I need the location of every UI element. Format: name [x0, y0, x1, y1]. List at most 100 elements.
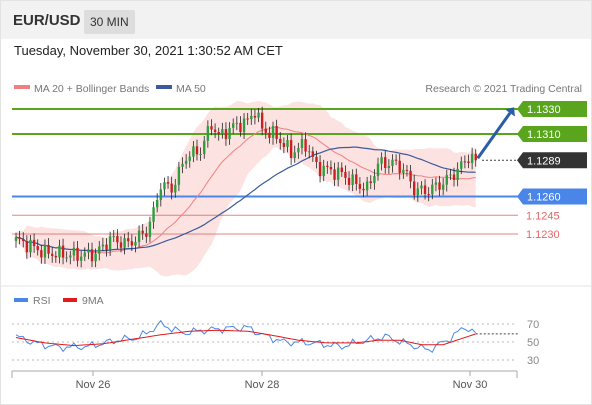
- candle-body: [123, 238, 126, 248]
- candle-body: [206, 126, 210, 141]
- x-tick-label: Nov 28: [245, 379, 280, 391]
- candle: [456, 162, 459, 187]
- level-lines-layer: [12, 108, 587, 235]
- candle: [416, 182, 420, 202]
- candle: [105, 238, 108, 257]
- candle-body: [188, 156, 191, 161]
- candle-body: [159, 189, 162, 201]
- candle: [210, 119, 213, 136]
- candle: [340, 162, 343, 177]
- candle: [405, 165, 409, 177]
- report-datetime: Tuesday, November 30, 2021 1:30:52 AM CE…: [14, 43, 283, 58]
- candle-body: [141, 230, 144, 234]
- candle: [452, 167, 456, 187]
- candle-body: [239, 122, 242, 133]
- candle-body: [423, 185, 427, 194]
- candle-body: [376, 163, 380, 177]
- candle: [271, 121, 275, 145]
- candle-body: [43, 244, 47, 258]
- candle-body: [54, 255, 58, 258]
- candle: [250, 109, 253, 125]
- candle: [108, 231, 112, 256]
- candle: [69, 250, 72, 265]
- timeframe-badge[interactable]: 30 MIN: [84, 10, 135, 34]
- candle-body: [293, 152, 296, 159]
- candle: [22, 232, 25, 248]
- level-tag: [517, 126, 587, 142]
- candle-body: [242, 118, 246, 133]
- candle: [409, 164, 412, 189]
- candle-body: [170, 183, 173, 193]
- candle-body: [163, 182, 166, 190]
- candle-body: [94, 253, 97, 262]
- candle: [420, 181, 423, 195]
- candle-body: [463, 161, 467, 163]
- candle-body: [365, 181, 369, 191]
- candle-body: [61, 245, 65, 258]
- candle: [380, 152, 383, 171]
- candle: [83, 247, 86, 262]
- candle-body: [29, 239, 32, 253]
- candle: [467, 154, 470, 169]
- candle-body: [76, 247, 79, 261]
- candle: [61, 238, 65, 265]
- level-tag: [517, 152, 587, 169]
- candle: [398, 153, 401, 180]
- candle-body: [199, 153, 202, 155]
- legend-label-ma20: MA 20 + Bollinger Bands: [34, 83, 149, 95]
- candle: [192, 141, 195, 163]
- candle: [460, 156, 463, 175]
- candle: [58, 239, 61, 264]
- candle: [148, 216, 152, 243]
- bollinger-band: [16, 100, 476, 277]
- bollinger-band-layer: [16, 100, 476, 277]
- candle-body: [134, 242, 137, 246]
- candle: [65, 251, 68, 263]
- candle: [326, 161, 329, 174]
- candle: [101, 237, 105, 251]
- level-label-1-1330: 1.1330: [517, 101, 587, 117]
- candle-body: [387, 165, 391, 169]
- candle: [394, 154, 398, 166]
- candle-body: [474, 153, 477, 161]
- candle: [355, 168, 358, 191]
- candle: [329, 160, 333, 175]
- candle: [130, 234, 134, 251]
- candle: [336, 162, 340, 187]
- candle-body: [127, 238, 130, 242]
- candle-body: [416, 188, 420, 196]
- candle-body: [83, 252, 86, 257]
- candle: [253, 109, 257, 125]
- legend-swatch-rsi-ma: [63, 298, 77, 302]
- candle-body: [155, 200, 159, 208]
- candle-body: [65, 257, 68, 259]
- candle: [145, 226, 148, 244]
- candle: [98, 240, 101, 261]
- candle: [441, 177, 445, 196]
- copyright-text: Research © 2021 Trading Central: [425, 83, 582, 95]
- candle-body: [347, 177, 351, 185]
- candle: [36, 239, 39, 256]
- candle-body: [452, 174, 456, 180]
- candle-body: [224, 129, 228, 140]
- candle-body: [260, 112, 264, 129]
- candle-body: [250, 115, 253, 120]
- candle-body: [362, 188, 365, 191]
- candle-body: [253, 115, 257, 118]
- legend-swatch-rsi: [14, 298, 28, 302]
- candle: [449, 169, 452, 180]
- candle-body: [210, 126, 213, 130]
- candle: [90, 242, 94, 268]
- candle: [94, 248, 97, 268]
- candle-body: [58, 245, 61, 258]
- candle-body: [108, 236, 112, 250]
- candle-body: [213, 129, 217, 133]
- candle-body: [98, 246, 101, 254]
- candle: [87, 242, 90, 260]
- candle-body: [36, 246, 39, 251]
- level-tag: [517, 101, 587, 117]
- legend-label-ma50: MA 50: [176, 83, 206, 95]
- candle: [119, 236, 123, 253]
- candle: [213, 123, 217, 139]
- level-tag: [517, 188, 587, 205]
